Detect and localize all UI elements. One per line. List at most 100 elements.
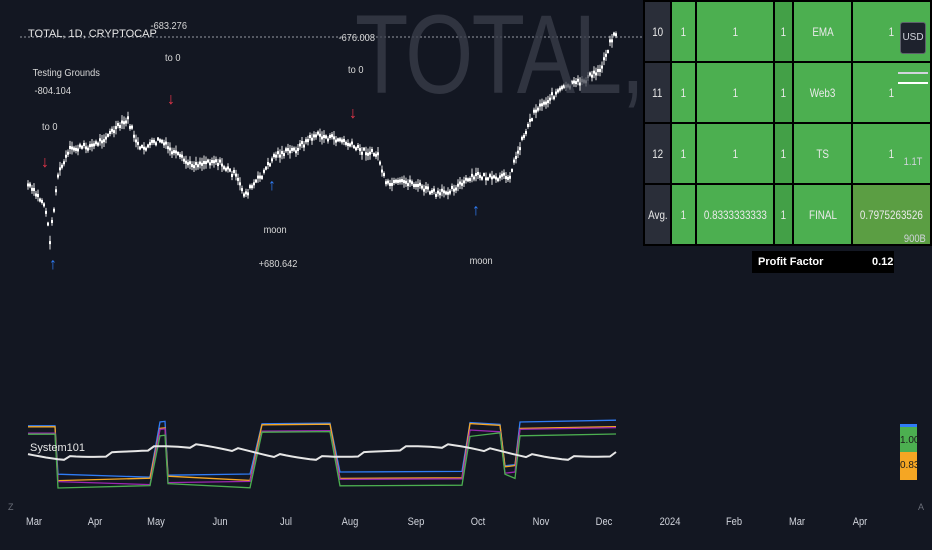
- time-axis-label: 2024: [659, 516, 681, 528]
- price-candle-body: [383, 173, 385, 177]
- price-candle-body: [425, 186, 427, 190]
- price-candle-body: [141, 144, 143, 148]
- price-candle-body: [499, 175, 501, 179]
- price-candle-body: [511, 168, 513, 172]
- price-candle-body: [519, 147, 521, 151]
- price-candle-body: [357, 145, 359, 149]
- cell-text: 1: [732, 24, 738, 39]
- price-candle-body: [565, 84, 567, 88]
- price-candle-body: [437, 190, 439, 194]
- price-candle-body: [177, 151, 179, 155]
- price-candle-body: [569, 85, 571, 89]
- indicator-average-line: [27, 443, 617, 461]
- symbol-title[interactable]: TOTAL, 1D, CRYPTOCAP: [28, 28, 157, 40]
- price-candle-body: [137, 141, 139, 145]
- price-candle-body: [557, 89, 559, 93]
- price-axis-label: 900B: [903, 233, 926, 245]
- price-candle-body: [191, 164, 193, 168]
- price-candle-body: [283, 153, 285, 157]
- price-candle-body: [545, 101, 547, 105]
- indicator-line: [28, 430, 617, 489]
- price-candle-body: [483, 173, 485, 177]
- indicator-value-badge: 0.83: [900, 452, 919, 480]
- price-candle-body: [391, 182, 393, 186]
- currency-button[interactable]: USD: [900, 22, 926, 54]
- price-candle-body: [463, 180, 465, 184]
- time-axis-label: Dec: [595, 516, 613, 528]
- time-axis-label: Oct: [470, 516, 486, 528]
- price-candle-body: [489, 174, 491, 178]
- price-candle-body: [293, 147, 295, 151]
- price-candle-body: [181, 154, 183, 158]
- price-candle-body: [295, 150, 297, 154]
- table-row: Avg. 1 0.8333333333 1 FINAL 0.7975263526: [642, 183, 932, 246]
- price-candle-body: [51, 219, 53, 223]
- cell-text: 12: [652, 146, 664, 161]
- axis-marker: [898, 82, 928, 84]
- price-candle-body: [343, 138, 345, 142]
- price-candle-body: [439, 192, 441, 196]
- price-candle-body: [213, 160, 215, 164]
- price-candle-body: [341, 139, 343, 143]
- price-candle-body: [453, 188, 455, 192]
- price-candle-body: [333, 136, 335, 140]
- price-axis-label: 1.1T: [903, 156, 923, 168]
- indicator-value-badge: 1.00: [900, 424, 919, 452]
- trade-target-label: to 0: [348, 64, 364, 76]
- scroll-left-button[interactable]: Z: [8, 502, 14, 512]
- price-candle-body: [513, 159, 515, 163]
- price-candle-body: [225, 167, 227, 171]
- price-candle-body: [347, 143, 349, 147]
- price-candle-body: [355, 147, 357, 151]
- trade-value-label: -804.104: [34, 85, 71, 97]
- price-candle-body: [521, 136, 523, 140]
- price-candle-body: [43, 203, 45, 207]
- price-candle-body: [399, 179, 401, 183]
- price-candle-body: [233, 169, 235, 173]
- price-candle-body: [279, 154, 281, 158]
- cell-text: 1: [732, 85, 738, 100]
- row-index: 10: [642, 0, 673, 63]
- price-candle-body: [83, 142, 85, 146]
- price-candle-body: [139, 146, 141, 150]
- price-candle-body: [71, 146, 73, 150]
- price-candle-body: [527, 123, 529, 127]
- price-candle-body: [231, 174, 233, 178]
- price-candle-body: [401, 179, 403, 183]
- price-candle-body: [291, 147, 293, 151]
- price-candle-body: [497, 178, 499, 182]
- price-candle-body: [331, 134, 333, 138]
- price-candle-body: [95, 141, 97, 145]
- score-cell: 1: [773, 183, 794, 246]
- cell-text: 1: [780, 146, 787, 161]
- price-candle-body: [475, 173, 477, 177]
- price-candle-body: [595, 72, 597, 76]
- cell-text: 11: [652, 85, 663, 100]
- time-axis-label: Feb: [725, 516, 743, 528]
- price-candle-body: [349, 143, 351, 147]
- price-candle-body: [373, 153, 375, 157]
- price-candle-body: [247, 192, 249, 196]
- price-candle-body: [405, 180, 407, 184]
- scroll-right-button[interactable]: A: [918, 502, 925, 512]
- price-candle-body: [423, 188, 425, 192]
- price-candle-body: [37, 193, 39, 197]
- price-candle-body: [307, 139, 309, 143]
- cell-text: 1: [680, 85, 687, 100]
- price-candle-body: [599, 68, 601, 72]
- price-candle-body: [167, 146, 169, 150]
- indicator-name[interactable]: System101: [30, 442, 86, 454]
- price-candle-body: [185, 160, 187, 164]
- time-axis-label: Nov: [532, 516, 550, 528]
- trade-value-label: -683.276: [150, 20, 187, 32]
- trade-target-label: to 0: [42, 121, 58, 133]
- price-candle-body: [113, 130, 115, 134]
- price-candle-body: [309, 134, 311, 138]
- price-candle-body: [543, 101, 545, 105]
- price-candle-body: [525, 131, 527, 135]
- price-candle-body: [359, 148, 361, 152]
- cell-text: 1: [780, 85, 787, 100]
- price-candle-body: [203, 160, 205, 164]
- price-candle-body: [67, 151, 69, 155]
